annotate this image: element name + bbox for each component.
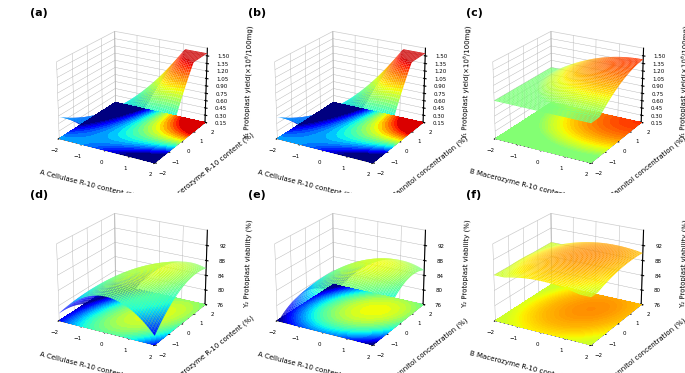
Text: (f): (f) bbox=[466, 190, 482, 200]
Text: (e): (e) bbox=[248, 190, 266, 200]
Text: (b): (b) bbox=[248, 8, 266, 18]
Text: (c): (c) bbox=[466, 8, 483, 18]
X-axis label: A Cellulase R-10 content (%): A Cellulase R-10 content (%) bbox=[258, 351, 356, 373]
X-axis label: B Macerozyme R-10 content (%): B Macerozyme R-10 content (%) bbox=[469, 350, 580, 373]
X-axis label: A Cellulase R-10 content (%): A Cellulase R-10 content (%) bbox=[39, 351, 138, 373]
Y-axis label: B Macerozyme R-10 content (%): B Macerozyme R-10 content (%) bbox=[162, 132, 255, 207]
X-axis label: B Macerozyme R-10 content (%): B Macerozyme R-10 content (%) bbox=[469, 167, 580, 201]
Y-axis label: C Mannitol concentration (%): C Mannitol concentration (%) bbox=[603, 317, 685, 373]
Y-axis label: C Mannitol concentration (%): C Mannitol concentration (%) bbox=[603, 135, 685, 204]
Y-axis label: C Mannitol concentration (%): C Mannitol concentration (%) bbox=[384, 135, 469, 204]
X-axis label: A Cellulase R-10 content (%): A Cellulase R-10 content (%) bbox=[258, 169, 356, 200]
Text: (a): (a) bbox=[30, 8, 48, 18]
Y-axis label: B Macerozyme R-10 content (%): B Macerozyme R-10 content (%) bbox=[162, 314, 255, 373]
Y-axis label: C Mannitol concentration (%): C Mannitol concentration (%) bbox=[384, 317, 469, 373]
Text: (d): (d) bbox=[30, 190, 48, 200]
X-axis label: A Cellulase R-10 content (%): A Cellulase R-10 content (%) bbox=[39, 169, 138, 200]
